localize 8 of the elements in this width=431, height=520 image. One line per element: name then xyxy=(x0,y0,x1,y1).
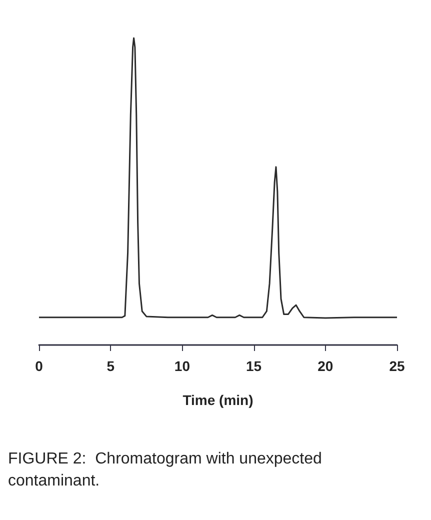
x-tick-label: 5 xyxy=(106,358,115,374)
x-tick-label: 10 xyxy=(174,358,190,374)
x-axis-title: Time (min) xyxy=(182,392,254,408)
caption: FIGURE 2: Chromatogram with unexpected contaminant. xyxy=(8,450,326,490)
x-tick-label: 20 xyxy=(318,358,334,374)
x-tick-label: 15 xyxy=(246,358,262,374)
x-tick-label: 25 xyxy=(389,358,405,374)
x-tick-label: 0 xyxy=(35,358,44,374)
